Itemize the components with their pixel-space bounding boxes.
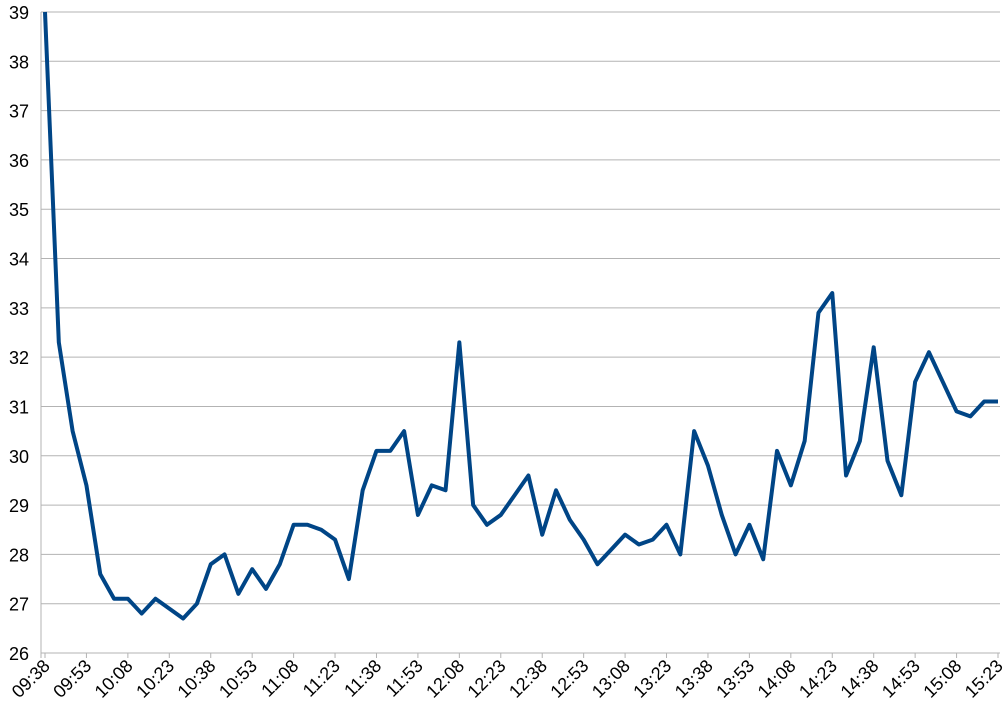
x-tick-label: 13:53 — [712, 656, 758, 702]
y-tick-label: 29 — [9, 496, 29, 516]
data-line — [43, 11, 998, 621]
x-tick-label: 13:23 — [629, 656, 675, 702]
y-tick-label: 36 — [9, 151, 29, 171]
y-tick-label: 30 — [9, 447, 29, 467]
y-tick-label: 31 — [9, 397, 29, 417]
x-tick-label: 14:38 — [837, 656, 883, 702]
x-tick-label: 14:08 — [754, 656, 800, 702]
y-tick-label: 27 — [9, 595, 29, 615]
x-tick-label: 10:08 — [91, 656, 137, 702]
y-tick-label: 37 — [9, 102, 29, 122]
x-tick-label: 12:23 — [464, 656, 510, 702]
x-tick-label: 11:08 — [257, 656, 302, 701]
x-tick-label: 10:53 — [215, 656, 261, 702]
y-tick-label: 32 — [9, 348, 29, 368]
x-tick-label: 10:38 — [174, 656, 220, 702]
x-tick-label: 12:53 — [546, 656, 592, 702]
x-tick-label: 09:53 — [49, 656, 95, 702]
x-tick-label: 13:38 — [671, 656, 717, 702]
x-tick-label: 15:23 — [961, 656, 1007, 702]
x-tick-label: 11:53 — [382, 656, 427, 701]
x-tick-label: 10:23 — [132, 656, 178, 702]
x-tick-label: 12:38 — [505, 656, 551, 702]
y-tick-label: 33 — [9, 299, 29, 319]
y-tick-label: 39 — [9, 3, 29, 23]
x-tick-label: 11:23 — [299, 656, 344, 701]
y-tick-label: 35 — [9, 200, 29, 220]
x-tick-label: 11:38 — [340, 656, 385, 701]
x-tick-label: 15:08 — [919, 656, 965, 702]
y-tick-label: 26 — [9, 644, 29, 664]
x-tick-label: 14:53 — [878, 656, 924, 702]
y-tick-label: 38 — [9, 52, 29, 72]
x-tick-label: 13:08 — [588, 656, 634, 702]
x-tick-label: 14:23 — [795, 656, 841, 702]
y-tick-label: 34 — [9, 250, 29, 270]
x-tick-label: 12:08 — [422, 656, 468, 702]
y-tick-label: 28 — [9, 545, 29, 565]
